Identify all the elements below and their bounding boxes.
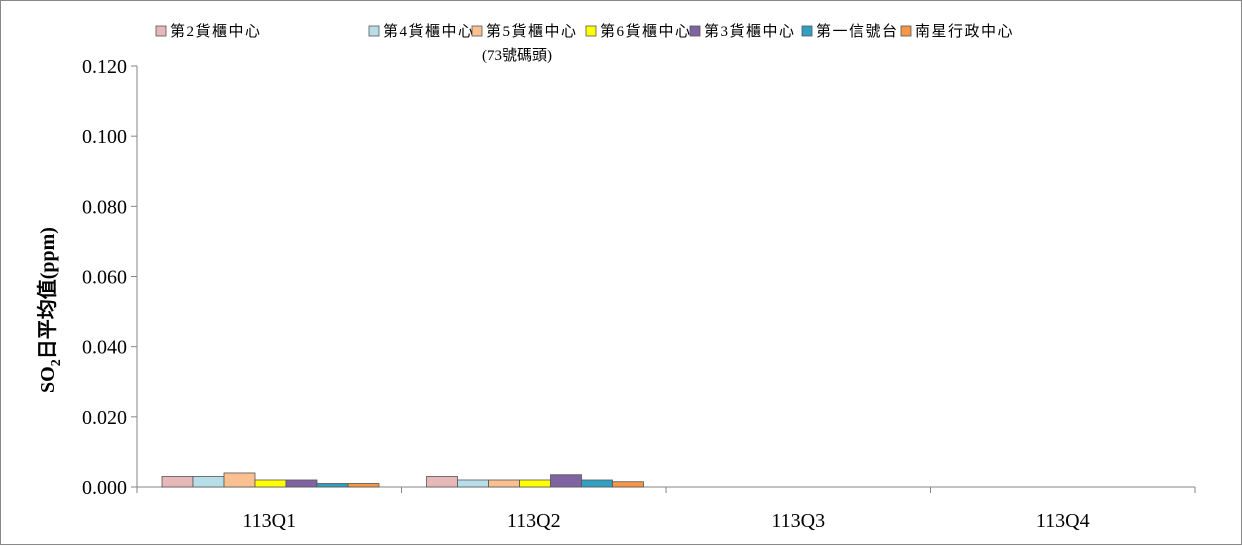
legend-label: 第一信號台	[816, 22, 899, 40]
legend-label: 第4貨櫃中心	[383, 22, 475, 40]
y-tick-label: 0.100	[82, 126, 127, 148]
axes: 0.000 0.020 0.040 0.060 0.080 0.100 0.120 113Q1…	[82, 56, 1196, 532]
bar	[519, 479, 551, 488]
bar	[581, 479, 613, 488]
y-tick-label: 0.080	[82, 196, 127, 218]
bars	[161, 472, 644, 488]
legend-swatch	[471, 25, 483, 37]
bar	[550, 474, 582, 488]
legend-swatch	[155, 25, 167, 37]
bar	[285, 479, 318, 488]
bar	[457, 479, 489, 488]
y-tick-label: 0.020	[82, 407, 127, 429]
bar	[223, 472, 256, 488]
y-axis-label: SO2日平均值(ppm)	[35, 227, 64, 393]
legend-swatch	[368, 25, 380, 37]
legend-label: 第3貨櫃中心	[704, 22, 796, 40]
legend-swatch	[900, 25, 912, 37]
bar	[192, 476, 225, 488]
bar	[316, 483, 349, 488]
bar	[426, 476, 458, 488]
y-tick-label: 0.000	[82, 477, 127, 499]
bar	[254, 479, 287, 488]
x-tick-label: 113Q3	[771, 510, 825, 532]
x-tick-label: 113Q4	[1036, 510, 1090, 532]
legend-label: 第6貨櫃中心	[600, 22, 692, 40]
x-tick-label: 113Q2	[507, 510, 561, 532]
bar	[161, 476, 194, 488]
legend-label: 第5貨櫃中心	[486, 22, 578, 40]
legend-label-line2: (73號碼頭)	[482, 47, 552, 64]
legend-swatch	[801, 25, 813, 37]
x-tick-label: 113Q1	[242, 510, 296, 532]
bar	[347, 483, 380, 488]
legend-label: 第2貨櫃中心	[170, 22, 262, 40]
y-tick-label: 0.040	[82, 337, 127, 359]
legend: 第2貨櫃中心 第4貨櫃中心 第5貨櫃中心 (73號碼頭) 第6貨櫃中心 第3貨櫃中心 第一信…	[155, 22, 1014, 64]
bar	[488, 479, 520, 488]
legend-swatch	[585, 25, 597, 37]
legend-swatch	[689, 25, 701, 37]
y-tick-label: 0.060	[82, 267, 127, 289]
legend-label: 南星行政中心	[915, 23, 1014, 40]
y-tick-label: 0.120	[82, 56, 127, 78]
bar	[612, 481, 644, 488]
